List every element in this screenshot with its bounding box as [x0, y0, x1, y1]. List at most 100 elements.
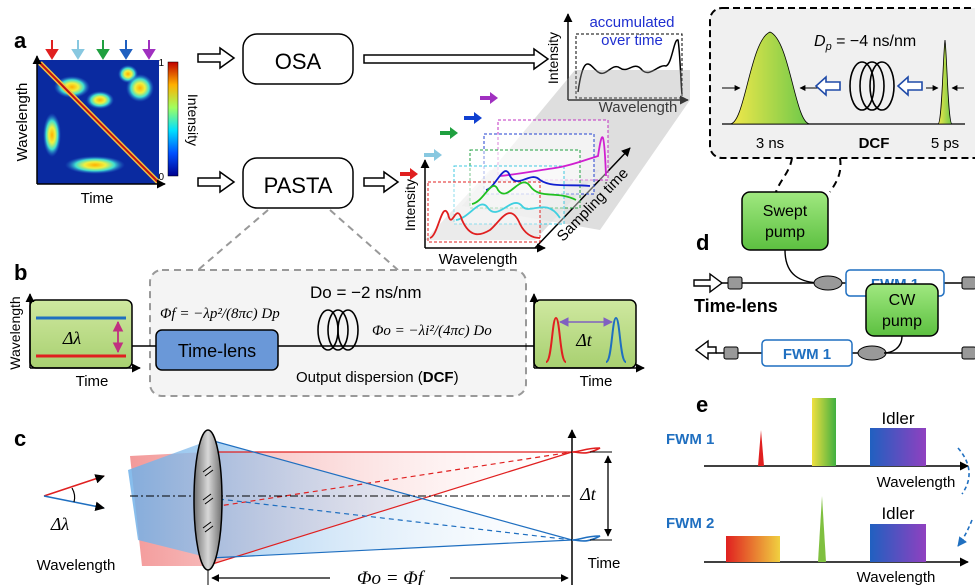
- heatmap-blob-1: [54, 76, 90, 98]
- arrow-purple-icon: [142, 40, 156, 60]
- pasta-box: [242, 157, 354, 209]
- spectrum-y-label: Intensity: [545, 32, 561, 84]
- hollow-arrow-osa-to-spectrum-icon: [363, 47, 550, 71]
- d-coupler-top-icon: [813, 275, 843, 291]
- slice-arrow-green-icon: [440, 127, 458, 139]
- spectrum-dashed-frame: [575, 33, 683, 99]
- c-time-label: Time: [588, 555, 621, 572]
- red-ray-bottom: [205, 451, 573, 567]
- osa-box: [242, 33, 354, 85]
- e-row1-idler: [870, 428, 926, 466]
- d-connector-top-icon: [727, 276, 743, 290]
- d-fwm1-bottom-box: [761, 339, 853, 367]
- arrow-blue-icon: [119, 40, 133, 60]
- d-title: Time-lens: [694, 296, 778, 316]
- trace-green: [471, 181, 577, 205]
- d-pump-fiber-top: [784, 249, 823, 284]
- output-red-pulse: [545, 316, 567, 363]
- slice-arrow-blue-icon: [464, 112, 482, 124]
- blue-cone: [128, 440, 572, 558]
- connector-pasta-left: [197, 209, 269, 271]
- waterfall-x-label: Wavelength: [439, 251, 518, 268]
- e-row2-label: FWM 2: [666, 515, 714, 532]
- inset-right-pulse-label: 5 ps: [931, 135, 959, 152]
- spectrum-annotation-2: over time: [601, 32, 663, 49]
- inset-time-lens: Dp = −4 ns/nm 3 ns DCF 5 ps: [709, 7, 975, 159]
- e-row2-pump: [818, 496, 826, 562]
- colorbar: [167, 61, 179, 177]
- e-row2-idler: [870, 524, 926, 562]
- pasta-label: PASTA: [264, 173, 333, 198]
- colorbar-max: 1: [158, 58, 164, 69]
- trace-red: [429, 210, 541, 239]
- panel-d: d Swept pump FWM 1 Time-lens CW pump FWM…: [693, 191, 975, 367]
- colorbar-label: Intensity: [185, 94, 201, 146]
- blue-ray-bottom: [209, 539, 573, 559]
- panel-c: c Δλ Wavelength Δt Time: [14, 426, 620, 585]
- slice-arrow-cyan-icon: [424, 149, 442, 161]
- d-pump-fiber-bottom: [883, 335, 903, 354]
- input-delta-lambda: Δλ: [62, 328, 82, 348]
- trace-blue: [485, 170, 591, 191]
- cw-pump-line1: CW: [889, 292, 917, 309]
- e-row1-pump: [812, 398, 836, 466]
- panel-label-c: c: [14, 426, 26, 451]
- heatmap-blob-6: [65, 156, 125, 174]
- output-dcf-coil-icon: [317, 309, 359, 351]
- lens-marks-icon: [202, 465, 214, 533]
- short-pulse: [937, 39, 953, 125]
- waterfall-depth-axis: [534, 147, 631, 249]
- panel-b: b Δλ Wavelength Time Time-lens Φf = −λp²…: [7, 260, 645, 397]
- panel-a: a Wavelength Time: [14, 7, 975, 268]
- e-row2-axis-label: Wavelength: [857, 569, 936, 585]
- c-delta-t: Δt: [579, 484, 597, 504]
- hollow-arrow-to-osa-icon: [197, 46, 236, 70]
- heatmap-x-label: Time: [81, 190, 114, 207]
- arrow-green-icon: [96, 40, 110, 60]
- heatmap: Wavelength Time 1 0 Intensity: [14, 40, 201, 207]
- d-coupler-bottom-icon: [857, 345, 887, 361]
- c-wavelength-label: Wavelength: [37, 557, 116, 574]
- heatmap-y-label: Wavelength: [14, 83, 31, 162]
- panel-label-e: e: [696, 392, 708, 417]
- blue-ray-center: [209, 497, 573, 541]
- phi-f-formula: Φf = −λp²/(8πc) Dp: [160, 306, 280, 322]
- connector-lines: [197, 157, 842, 271]
- connector-pasta-right: [329, 209, 399, 271]
- output-x-label: Time: [580, 373, 613, 390]
- d-connector-bottom-icon: [723, 346, 739, 360]
- output-dispersion-text: Output dispersion (DCF): [296, 369, 459, 386]
- colorbar-min: 0: [158, 172, 164, 183]
- swept-pump-line2: pump: [765, 224, 805, 241]
- input-y-label: Wavelength: [7, 296, 23, 369]
- waterfall-floor: [425, 170, 600, 240]
- e-row1-axis-label: Wavelength: [877, 474, 956, 491]
- angle-arc: [71, 487, 76, 503]
- connector-inset-left: [775, 157, 793, 193]
- d-output-arrow-bottom-icon: [694, 339, 717, 361]
- arrow-red-icon: [45, 40, 59, 60]
- heatmap-diagonal: [39, 62, 159, 183]
- hollow-arrow-to-pasta-icon: [197, 170, 236, 194]
- output-delta-t: Δt: [575, 330, 593, 350]
- d-connector-top-right-icon: [961, 276, 975, 290]
- arrow-cyan-icon: [71, 40, 85, 60]
- blue-ray-top: [209, 439, 573, 541]
- swept-pump-box: [741, 191, 829, 251]
- panel-e: e FWM 1 Idler Wavelength FWM 2 Idler Wav…: [666, 392, 973, 585]
- spectrum-curve: [577, 39, 683, 95]
- e-row1-label: FWM 1: [666, 431, 714, 448]
- c-phase-equation: Φo = Φf: [357, 568, 426, 585]
- dcf-coil-icon: [849, 61, 895, 111]
- red-ray-center: [205, 451, 573, 509]
- e-row2-signal: [726, 536, 780, 562]
- swept-pump-line1: Swept: [763, 203, 808, 220]
- connector-inset-right: [829, 157, 842, 193]
- output-blue-pulse: [605, 316, 627, 363]
- heatmap-blob-2: [86, 91, 114, 109]
- waterfall-y-label: Intensity: [402, 179, 418, 231]
- inset-left-pulse-label: 3 ns: [756, 135, 784, 152]
- input-red-arrow-icon: [43, 474, 105, 497]
- time-lens-box: [155, 329, 279, 371]
